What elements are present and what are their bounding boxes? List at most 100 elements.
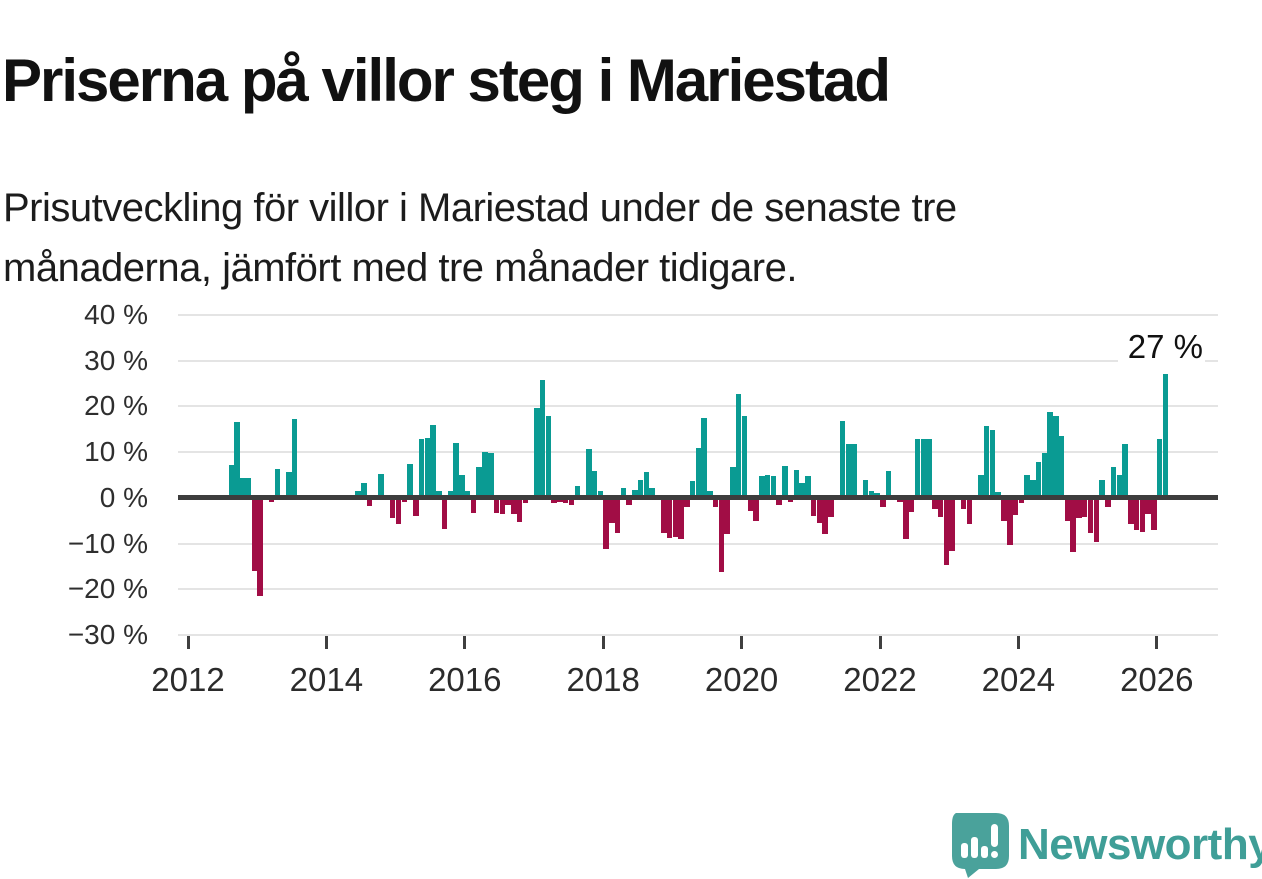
bar-2025-08 — [1128, 497, 1134, 524]
bar-2024-11 — [1076, 497, 1082, 518]
bar-2016-09 — [511, 497, 517, 514]
bar-2022-05 — [903, 497, 909, 539]
bar-2019-12 — [735, 393, 742, 498]
bar-2022-07 — [914, 439, 921, 498]
bar-2012-10 — [240, 478, 246, 498]
bar-2025-11 — [1145, 497, 1151, 514]
x-axis-tick — [601, 636, 605, 649]
bar-2014-07 — [361, 483, 367, 498]
bar-2015-04 — [413, 497, 419, 516]
bar-2023-08 — [989, 430, 996, 498]
bar-2018-01 — [603, 497, 609, 549]
bar-2016-02 — [470, 497, 477, 513]
last-value-annotation: 27 % — [1117, 326, 1205, 368]
bar-2014-12 — [389, 497, 396, 518]
bar-2024-01 — [1018, 497, 1025, 504]
x-axis-tick — [1016, 636, 1020, 649]
newsworthy-logo: Newsworthy — [948, 812, 1262, 878]
bar-2015-10 — [447, 490, 454, 498]
bar-2022-11 — [937, 497, 944, 518]
bar-2016-10 — [516, 497, 523, 523]
bar-2013-01 — [257, 497, 263, 597]
bar-2013-07 — [291, 419, 298, 498]
bar-2021-07 — [845, 443, 852, 498]
bar-2015-08 — [436, 491, 442, 498]
bar-2018-08 — [643, 471, 650, 498]
x-axis-tick-label: 2026 — [1120, 661, 1194, 698]
bar-2015-01 — [395, 497, 402, 524]
bar-2022-09 — [926, 438, 932, 498]
bar-2023-12 — [1012, 497, 1019, 516]
bar-2025-05 — [1110, 466, 1117, 498]
bar-2024-10 — [1070, 497, 1076, 553]
bar-2020-12 — [805, 476, 811, 498]
y-axis-tick-label: 40 % — [84, 299, 148, 330]
bar-2018-04 — [620, 488, 627, 498]
bar-2012-11 — [245, 478, 252, 498]
bar-2019-06 — [701, 417, 707, 498]
bar-2020-08 — [782, 466, 788, 498]
bar-2018-12 — [666, 497, 673, 538]
bar-2019-03 — [684, 497, 690, 508]
x-axis-tick-label: 2016 — [428, 661, 502, 698]
bar-2019-11 — [730, 466, 736, 498]
bar-2020-02 — [747, 497, 753, 511]
bar-2012-08 — [228, 464, 234, 498]
bar-2017-01 — [534, 408, 540, 498]
bar-2018-11 — [661, 497, 667, 534]
bar-2014-10 — [378, 474, 384, 498]
y-axis-tick-label: 20 % — [84, 390, 148, 422]
bar-2017-02 — [539, 379, 546, 498]
bar-2019-01 — [672, 497, 679, 537]
bar-2020-04 — [759, 475, 765, 498]
bar-2026-01 — [1156, 438, 1163, 498]
bar-2016-05 — [488, 452, 494, 498]
bar-2023-10 — [1001, 497, 1007, 521]
bar-2018-02 — [609, 497, 615, 523]
bar-2021-06 — [839, 421, 846, 498]
x-axis-tick-label: 2018 — [566, 661, 640, 698]
bar-2019-08 — [712, 497, 719, 508]
bar-2016-11 — [522, 497, 529, 503]
bar-2016-07 — [499, 497, 506, 515]
bar-2015-03 — [407, 464, 413, 498]
bar-2022-01 — [880, 497, 886, 507]
bar-2021-04 — [828, 497, 834, 518]
bar-chart-speech-bubble-icon — [952, 813, 1009, 878]
bar-2015-05 — [418, 438, 425, 498]
bar-2019-10 — [724, 497, 730, 534]
x-axis-tick — [740, 636, 744, 649]
bar-2013-06 — [286, 472, 292, 498]
bar-2016-03 — [476, 467, 482, 498]
bar-2025-02 — [1093, 497, 1099, 543]
gridline-30 — [178, 359, 1218, 362]
bar-2015-09 — [441, 497, 448, 529]
gridline-40 — [178, 314, 1218, 316]
bar-2023-06 — [978, 475, 984, 498]
bar-2018-09 — [649, 487, 655, 498]
bar-2017-08 — [574, 485, 580, 498]
bar-2019-04 — [689, 480, 696, 498]
gridline--20 — [178, 588, 1218, 591]
x-axis-tick — [463, 636, 467, 649]
bar-2020-03 — [753, 497, 759, 522]
bar-2017-06 — [562, 497, 569, 504]
bar-2018-05 — [626, 497, 632, 506]
gridline--10 — [178, 542, 1218, 545]
bar-2015-07 — [430, 425, 436, 498]
bar-2022-06 — [908, 497, 915, 512]
x-axis-tick — [324, 636, 328, 649]
x-axis-tick-label: 2024 — [981, 661, 1056, 698]
bar-2025-12 — [1151, 497, 1157, 530]
x-axis-tick — [878, 636, 882, 649]
bar-2018-07 — [637, 479, 644, 498]
bar-2024-03 — [1030, 480, 1036, 498]
y-axis-tick-label: −30 % — [67, 619, 148, 650]
bar-2023-01 — [949, 497, 955, 552]
bar-2017-11 — [591, 470, 598, 498]
bar-2016-04 — [482, 451, 488, 498]
x-axis-tick-label: 2022 — [843, 661, 917, 698]
bar-2026-02 — [1162, 374, 1169, 498]
bar-2018-06 — [632, 489, 638, 498]
